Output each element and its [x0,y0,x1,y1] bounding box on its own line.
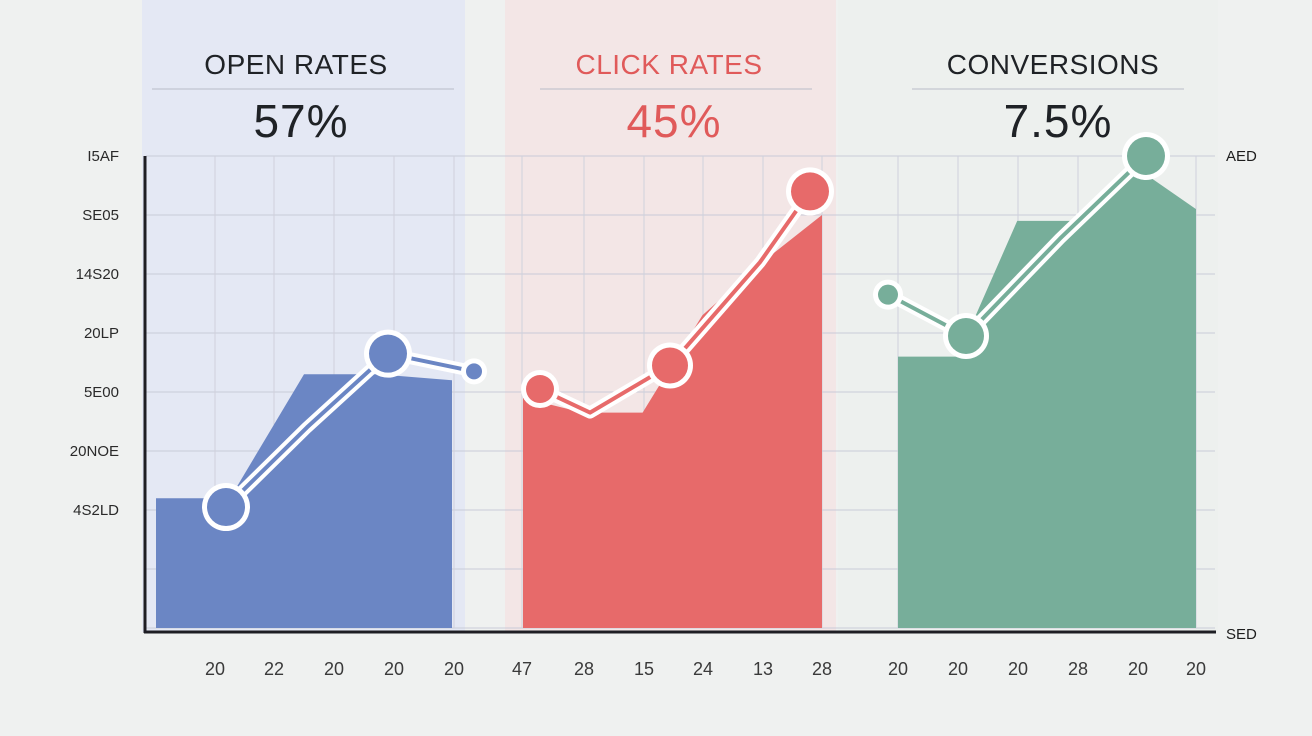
panel-title: CONVERSIONS [947,49,1159,80]
data-point [1127,137,1165,175]
panel-title: OPEN RATES [204,49,387,80]
y-tick-label: SE05 [82,207,119,224]
panel-value: 45% [626,95,721,147]
y-tick-label: 4S2LD [73,502,119,519]
x-tick-label: 20 [948,659,968,679]
axes [143,156,1216,634]
x-axis-end-label: SED [1226,626,1257,643]
x-tick-label: 28 [1068,659,1088,679]
line-series [220,150,1152,514]
data-point [791,172,829,211]
panel-value: 7.5% [1004,95,1113,147]
panel-value: 57% [253,95,348,147]
x-tick-label: 20 [1186,659,1206,679]
x-tick-label: 20 [444,659,464,679]
marker-series [202,132,1170,532]
data-point [369,334,407,373]
data-point [526,375,554,404]
x-tick-label: 24 [693,659,713,679]
data-point [207,488,245,527]
data-point [652,347,688,384]
panel-title: CLICK RATES [575,49,762,80]
y-tick-label: 5E00 [84,384,119,401]
x-tick-label: 13 [753,659,773,679]
x-tick-label: 47 [512,659,532,679]
y-tick-label: I5AF [87,148,119,165]
x-tick-label: 20 [1008,659,1028,679]
series-line [224,351,476,510]
y-tick-label: 20LP [84,325,119,342]
labels: I5AF SE05 14S20 20LP 5E00 20NOE 4S2LD AED SED 20 2… [70,49,1257,679]
y-tick-label: 14S20 [76,266,119,283]
y-tick-label: 20NOE [70,443,119,460]
x-tick-label: 20 [384,659,404,679]
data-point [878,284,898,305]
series-line [886,154,1148,338]
x-tick-label: 15 [634,659,654,679]
x-tick-label: 28 [812,659,832,679]
data-point [466,363,482,380]
x-tick-label: 28 [574,659,594,679]
area-fill [156,374,452,628]
x-tick-label: 20 [1128,659,1148,679]
area-series [156,167,1196,629]
x-tick-label: 22 [264,659,284,679]
data-point [948,317,984,354]
area-fill [898,167,1196,629]
x-tick-label: 20 [205,659,225,679]
area-fill [523,215,822,628]
x-tick-label: 20 [324,659,344,679]
x-tick-label: 20 [888,659,908,679]
y-axis-top-label: AED [1226,148,1257,165]
